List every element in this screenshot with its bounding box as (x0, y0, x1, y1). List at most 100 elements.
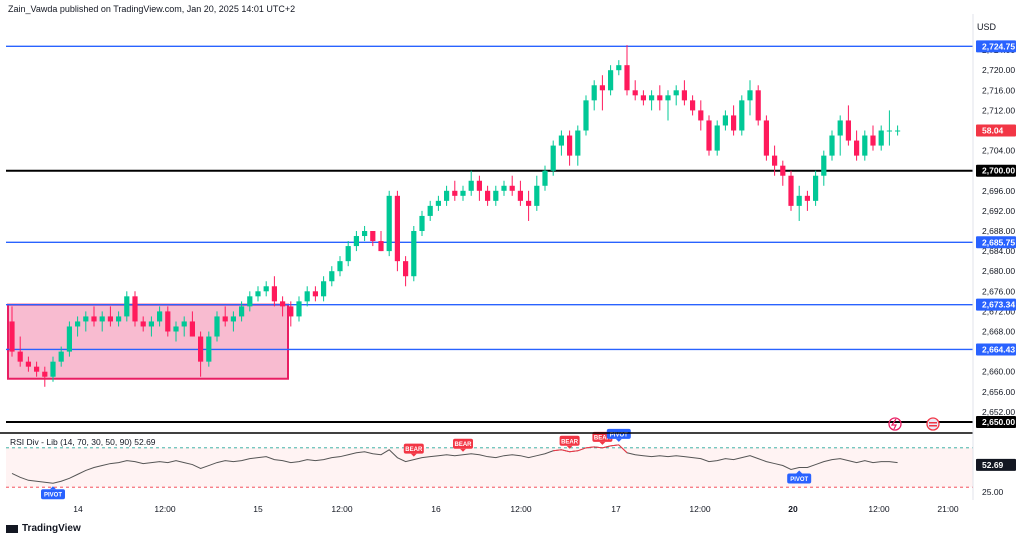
candle-body (788, 175, 794, 206)
signal-label: PIVOT (44, 493, 62, 499)
candle-body (321, 281, 327, 297)
candle-body (739, 100, 745, 131)
candle-body (239, 306, 245, 317)
time-tick-label: 15 (253, 504, 263, 514)
currency-label[interactable]: USD (977, 22, 997, 32)
price-tick-label: 2,692.00 (982, 206, 1015, 216)
candle-body (271, 286, 277, 302)
candle-body (427, 205, 433, 216)
candle-body (493, 190, 499, 201)
rsi-indicator-pane: RSI Div - Lib (14, 70, 30, 50, 90) 52.69… (0, 14, 1016, 500)
signal-badge (606, 428, 631, 439)
candle-body (698, 110, 704, 121)
time-tick-label: 12:00 (689, 504, 711, 514)
candle-body (714, 125, 720, 151)
level-label-box (976, 164, 1016, 177)
time-tick-label: 14 (73, 504, 83, 514)
candle-body (25, 361, 31, 367)
tradingview-logo[interactable]: TradingView (6, 523, 81, 534)
rsi-title: RSI Div - Lib (14, 70, 30, 50, 90) 52.69 (10, 437, 156, 447)
candle-body (378, 241, 384, 252)
signal-label: BEAR (454, 442, 472, 448)
candle-body (468, 180, 474, 191)
time-tick-label: 17 (611, 504, 621, 514)
us-flag-stripe (929, 422, 937, 424)
candle-body (91, 316, 97, 322)
candle-body (345, 246, 351, 262)
candle-body (673, 90, 679, 96)
price-axis[interactable]: 2,652.002,656.002,660.002,664.002,668.00… (976, 40, 1016, 428)
candle-body (550, 145, 556, 171)
candle-body (198, 336, 204, 362)
price-tick-label: 2,652.00 (982, 407, 1015, 417)
candle-body (895, 130, 901, 132)
candle-body (165, 311, 171, 332)
candle-body (288, 306, 294, 317)
candle-body (255, 291, 261, 297)
candle-body (460, 190, 466, 196)
candle-body (214, 316, 220, 337)
tradingview-logo-text: TradingView (22, 523, 81, 534)
candle-body (755, 90, 761, 121)
candle-body (501, 185, 507, 191)
candle-body (583, 100, 589, 131)
candle-body (116, 316, 122, 322)
level-label: 2,673.34 (982, 300, 1015, 310)
rsi-divergence-line (553, 444, 628, 454)
price-tick-label: 2,672.00 (982, 306, 1015, 316)
candle-body (107, 316, 113, 322)
candle-body (690, 100, 696, 111)
candle-body (526, 200, 532, 206)
candle-body (534, 185, 540, 206)
horizontal-levels (6, 45, 973, 423)
time-tick-label: 16 (431, 504, 441, 514)
candle-body (845, 120, 851, 141)
time-tick-label: 12:00 (331, 504, 353, 514)
rsi-value-box (976, 458, 1016, 471)
time-tick-label: 20 (788, 504, 798, 514)
signal-pointer (599, 441, 606, 445)
candle-body (780, 165, 786, 176)
signal-label: BEAR (405, 447, 423, 453)
signal-label: BEAR (594, 435, 612, 441)
candle-body (419, 215, 425, 231)
candle-body (386, 195, 392, 252)
candle-body (476, 180, 482, 191)
price-tick-label: 2,680.00 (982, 266, 1015, 276)
candle-body (804, 195, 810, 201)
candle-body (517, 190, 523, 201)
signal-badge (787, 473, 812, 484)
candle-body (247, 296, 253, 307)
signal-pointer (615, 438, 622, 442)
candle-body (878, 130, 884, 146)
price-tick-label: 2,684.00 (982, 246, 1015, 256)
signal-badge (559, 435, 580, 446)
current-price-label: 58.04 (982, 126, 1004, 136)
tradingview-logo-icon (6, 524, 18, 533)
price-tick-label: 2,660.00 (982, 367, 1015, 377)
level-label: 2,650.00 (982, 417, 1015, 427)
rsi-axis-label: 25.00 (982, 487, 1004, 497)
candle-body (75, 321, 81, 327)
level-label: 2,664.43 (982, 344, 1015, 354)
price-tick-label: 2,716.00 (982, 85, 1015, 95)
signal-pointer (50, 486, 56, 490)
candle-body (599, 85, 605, 91)
price-tick-label: 2,676.00 (982, 286, 1015, 296)
candle-body (886, 130, 892, 132)
candle-body (731, 115, 737, 131)
price-tick-label: 2,656.00 (982, 387, 1015, 397)
time-axis[interactable]: 14 12:00 15 12:00 16 12:00 17 12:00 20 12:00 21:00 (73, 504, 959, 514)
candle-body (509, 185, 515, 191)
candle-body (312, 291, 318, 297)
candle-body (624, 65, 630, 91)
candle-body (649, 95, 655, 101)
lightning-icon (888, 417, 902, 431)
candle-body (17, 351, 23, 362)
signal-label: PIVOT (610, 432, 628, 438)
time-tick-label: 21:00 (937, 504, 959, 514)
time-tick-label: 12:00 (868, 504, 890, 514)
candle-body (444, 190, 450, 201)
candle-body (632, 90, 638, 96)
